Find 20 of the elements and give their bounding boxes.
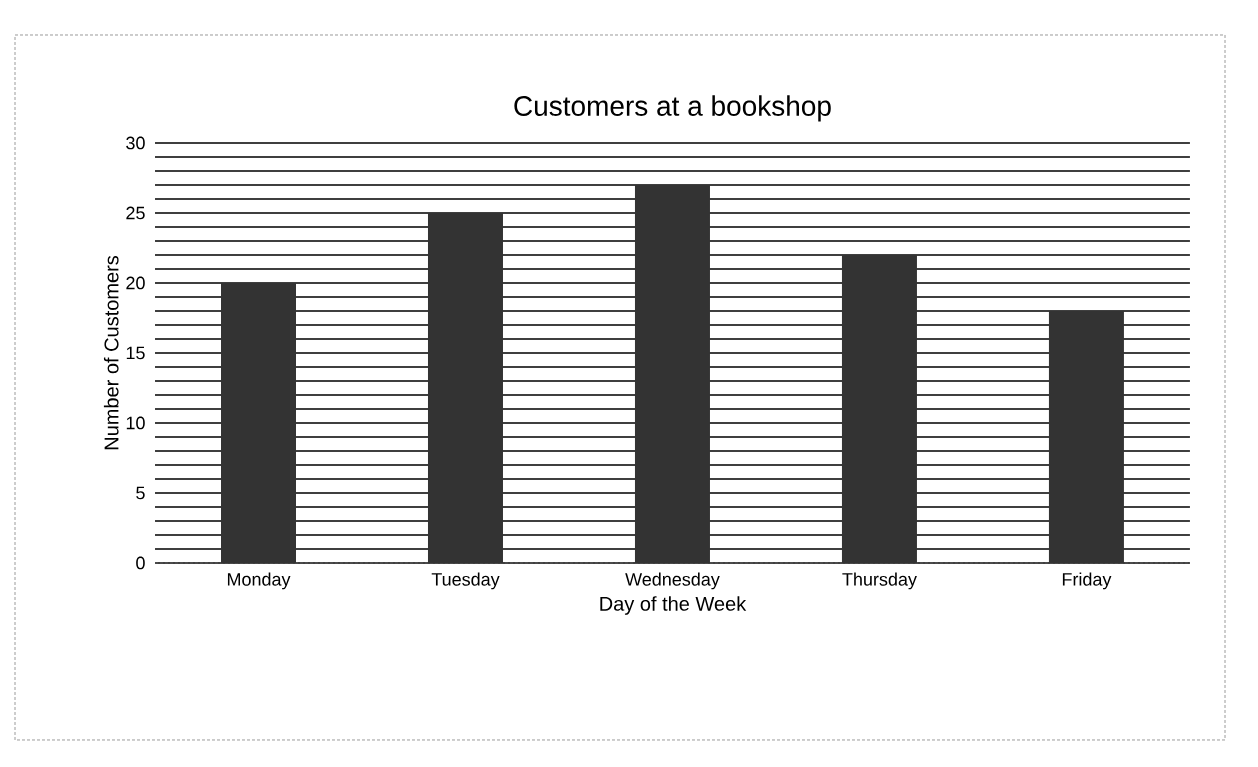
bar <box>427 212 503 563</box>
y-tick-label: 10 <box>126 416 145 430</box>
x-tick-label: Monday <box>227 572 291 590</box>
y-tick-label: 0 <box>136 556 145 570</box>
y-tick-label: 25 <box>126 206 145 220</box>
bar <box>841 254 917 563</box>
bar <box>221 282 296 563</box>
y-tick-label: 5 <box>136 486 145 500</box>
y-tick-label: 20 <box>126 276 145 290</box>
x-tick-label: Friday <box>1062 572 1112 590</box>
x-tick-label: Thursday <box>842 572 917 590</box>
chart-title: Customers at a bookshop <box>514 95 831 122</box>
bar <box>1048 310 1124 563</box>
y-tick-label: 15 <box>126 346 145 360</box>
bar <box>634 184 710 563</box>
y-axis-title: Number of Customers <box>103 255 119 450</box>
y-tick-label: 30 <box>126 136 145 150</box>
x-tick-label: Tuesday <box>431 572 500 590</box>
x-tick-label: Wednesday <box>625 572 720 590</box>
x-axis-title: Day of the Week <box>600 596 747 615</box>
